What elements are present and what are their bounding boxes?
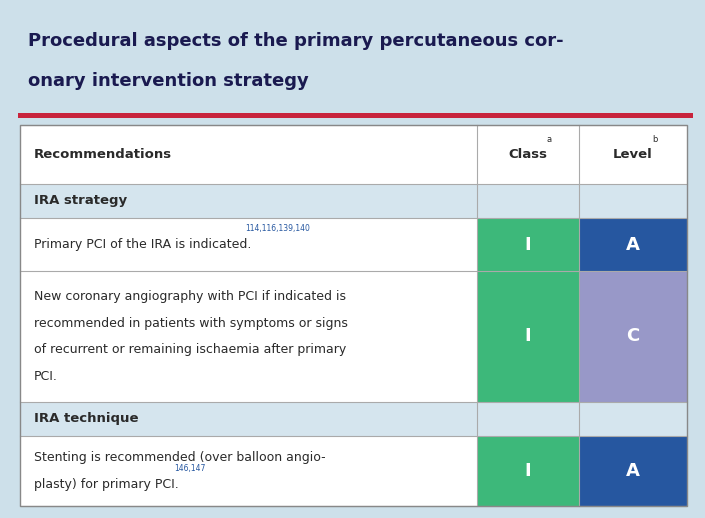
Text: Procedural aspects of the primary percutaneous cor-: Procedural aspects of the primary percut… [28, 32, 563, 50]
Bar [579, 436, 687, 506]
Text: a: a [546, 135, 551, 144]
Text: Primary PCI of the IRA is indicated.: Primary PCI of the IRA is indicated. [34, 238, 252, 251]
Bar [20, 436, 687, 506]
Text: onary intervention strategy: onary intervention strategy [28, 72, 309, 90]
Text: recommended in patients with symptoms or signs: recommended in patients with symptoms or… [34, 316, 348, 330]
Bar [477, 218, 579, 271]
Text: I: I [525, 462, 532, 480]
Text: I: I [525, 236, 532, 254]
Text: Stenting is recommended (over balloon angio-: Stenting is recommended (over balloon an… [34, 451, 326, 464]
Bar [20, 271, 687, 401]
Text: 146,147: 146,147 [174, 464, 206, 473]
Bar [477, 436, 579, 506]
Text: IRA technique: IRA technique [34, 412, 138, 425]
Text: PCI.: PCI. [34, 370, 58, 383]
Bar [20, 125, 687, 184]
Text: Recommendations: Recommendations [34, 148, 172, 161]
Bar [18, 113, 693, 118]
Bar [477, 271, 579, 401]
Text: A: A [626, 236, 640, 254]
Bar [20, 184, 687, 218]
Text: C: C [626, 327, 639, 346]
Text: 114,116,139,140: 114,116,139,140 [245, 224, 309, 233]
Text: Class: Class [508, 148, 547, 161]
Text: New coronary angiography with PCI if indicated is: New coronary angiography with PCI if ind… [34, 290, 346, 303]
Text: plasty) for primary PCI.: plasty) for primary PCI. [34, 478, 179, 491]
Bar [20, 401, 687, 436]
Text: b: b [652, 135, 658, 144]
Bar [579, 218, 687, 271]
Bar [20, 125, 687, 506]
Text: Level: Level [613, 148, 653, 161]
Bar [20, 125, 687, 506]
Text: IRA strategy: IRA strategy [34, 194, 127, 208]
Text: of recurrent or remaining ischaemia after primary: of recurrent or remaining ischaemia afte… [34, 343, 346, 356]
Bar [20, 218, 687, 271]
Bar [579, 271, 687, 401]
Text: A: A [626, 462, 640, 480]
Text: I: I [525, 327, 532, 346]
